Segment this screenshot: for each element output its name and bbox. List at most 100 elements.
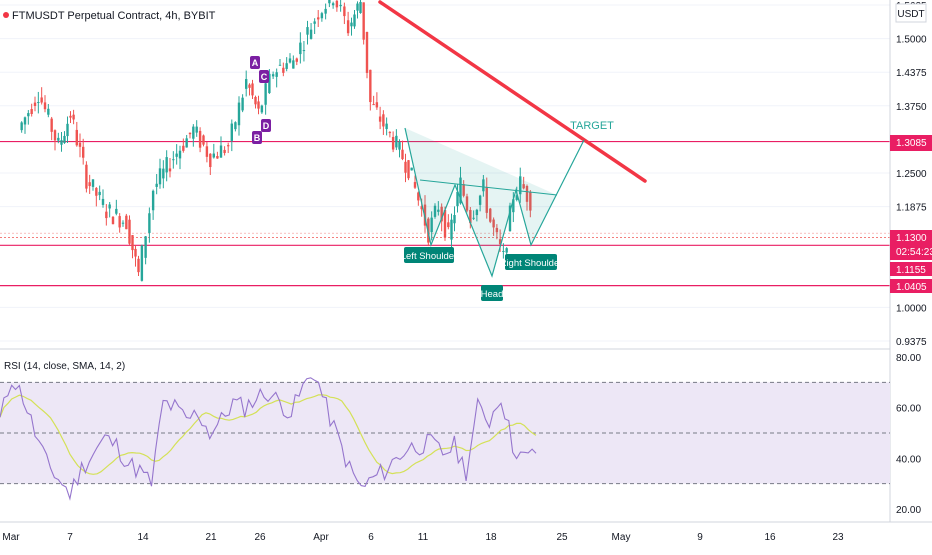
chart-title: FTMUSDT Perpetual Contract, 4h, BYBIT [12,10,216,22]
candle-body [498,239,502,245]
candle-body [362,2,365,40]
candle-body [430,217,433,233]
candle-body [459,177,462,204]
candle-body [219,145,223,158]
time-tick-label: 23 [832,532,844,543]
candle-body [53,130,57,141]
candle-body [306,27,309,35]
candle-body [401,149,404,160]
candle-body [57,137,60,141]
pattern-label[interactable] [505,254,557,270]
candle-body [469,209,472,224]
candle-body [447,222,450,228]
candle-body [121,222,125,224]
candle-body [398,141,401,150]
price-label-text: 1.0405 [896,282,927,293]
price-tick-label: 1.2500 [896,169,927,180]
candle-body [404,161,407,173]
candle-body [485,187,488,213]
wave-label[interactable] [252,131,262,144]
candle-body [268,73,271,94]
candle-body [205,146,209,157]
candle-body [185,138,188,148]
candle-body [192,126,195,139]
candle-body [72,114,75,120]
candle-body [359,1,362,14]
currency-badge[interactable] [895,3,927,23]
candle-body [158,168,162,185]
wave-label-text: A [252,58,259,68]
candle-body [78,142,82,147]
price-tick-label: 1.3750 [896,102,927,113]
time-tick-label: Apr [313,532,329,543]
pattern-label[interactable] [481,285,503,301]
live-dot-icon [3,12,9,18]
candle-body [98,191,101,196]
time-tick-label: 9 [697,532,703,543]
candle-body [410,167,413,171]
candle-body [23,117,27,125]
candle-body [50,118,53,132]
candle-body [254,96,257,105]
rsi-tick-label: 20.00 [896,505,921,516]
price-label-text: 1.3085 [896,138,927,149]
candle-body [178,150,182,159]
time-tick-label: 11 [418,532,429,543]
price-label-badge [890,279,932,293]
time-axis: Mar 7 14 21 26 Apr 6 11 18 25 May 9 16 23 [2,532,844,543]
time-tick-label: 16 [764,532,776,543]
annotations: AC BD Left Shoulder Head Right Shoulder TARGE… [250,56,614,301]
neckline[interactable] [419,179,558,196]
time-tick-label: 25 [556,532,568,543]
candle-body [66,123,69,137]
candle-body [423,204,427,226]
target-label: TARGET [570,120,614,132]
candle-body [385,123,388,130]
candle-body [234,122,237,130]
candle-body [20,122,23,131]
rsi-tick-label: 60.00 [896,404,921,415]
time-tick-label: 18 [485,532,497,543]
candle-body [251,83,254,96]
candle-body [275,72,278,77]
candle-body [168,168,172,172]
candle-body [525,185,529,202]
candle-body [137,258,140,273]
wave-label[interactable] [261,119,271,132]
candle-body [472,217,475,219]
candle-body [148,213,151,233]
wave-label[interactable] [259,70,269,83]
pattern-label-text: Head [481,289,504,300]
candle-body [202,135,205,145]
candle-body [382,114,385,127]
candle-body [433,205,437,217]
time-tick-label: 26 [254,532,266,543]
pattern-outline[interactable] [404,127,585,278]
price-label-badge [890,230,932,260]
candle-body [328,0,331,4]
candle-body [131,235,134,251]
candle-body [378,116,382,122]
trend-line[interactable] [378,0,647,183]
candle-body [335,0,339,8]
candle-body [175,153,178,157]
candle-body [350,22,353,27]
candle-body [216,155,219,159]
candle-body [515,195,518,200]
candle-body [27,113,30,117]
candle-body [512,199,515,213]
candle-body [115,208,118,214]
candle-body [212,153,215,158]
candle-body [134,248,137,257]
candle-body [299,42,302,55]
wave-label[interactable] [250,56,260,69]
candle-body [69,115,72,118]
candle-body [271,74,275,77]
candle-body [456,191,459,207]
price-label-badge [890,135,932,151]
pattern-label[interactable] [404,247,454,263]
candle-body [260,105,264,113]
time-tick-label: 7 [67,532,73,543]
